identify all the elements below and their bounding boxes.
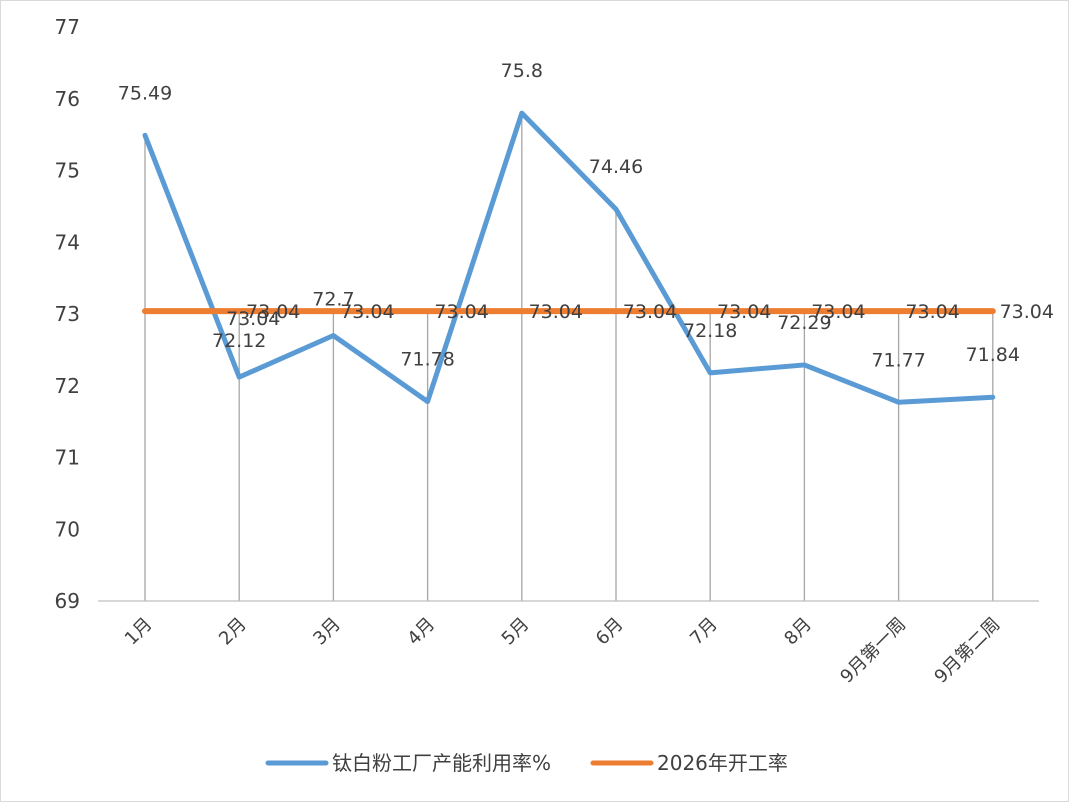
y-tick-label: 76	[55, 87, 80, 111]
series-lines	[142, 110, 996, 405]
data-label: 74.46	[589, 156, 643, 178]
y-tick-label: 71	[55, 446, 80, 470]
data-label: 71.84	[966, 344, 1020, 366]
y-axis-ticks: 69 70 71 72 73 74 75 76 77	[55, 15, 80, 613]
series-line	[142, 110, 996, 405]
legend-label: 钛白粉工厂产能利用率%	[332, 751, 551, 775]
legend-label: 2026年开工率	[657, 751, 788, 775]
data-label: 75.49	[118, 82, 172, 104]
y-tick-label: 77	[55, 15, 80, 39]
data-label: 73.04	[811, 301, 865, 323]
data-label: 73.04	[246, 301, 300, 323]
grid-lines	[144, 113, 994, 601]
data-label: 72.29	[777, 312, 831, 334]
x-tick-label: 2月	[215, 614, 251, 650]
data-label: 73.04	[529, 301, 583, 323]
data-label: 73.04	[623, 301, 677, 323]
x-tick-label: 5月	[498, 614, 534, 650]
legend: 钛白粉工厂产能利用率% 2026年开工率	[265, 751, 788, 775]
x-tick-label: 1月	[121, 614, 157, 650]
x-axis: 1月 2月 3月 4月 5月 6月 7月 8月 9月第一周 9月第二周	[98, 600, 1039, 688]
x-tick-label: 4月	[403, 614, 439, 650]
data-label: 71.77	[871, 349, 925, 371]
data-label: 72.7	[312, 289, 354, 311]
data-label: 73.04	[226, 308, 280, 330]
data-labels: 75.49 72.12 72.7 71.78 75.8 74.46 72.18 72.29 71…	[118, 60, 1054, 371]
data-label: 73.04	[340, 301, 394, 323]
y-tick-label: 74	[55, 230, 80, 254]
y-tick-label: 69	[55, 589, 80, 613]
x-tick-label: 7月	[686, 614, 722, 650]
data-label: 73.04	[717, 301, 771, 323]
y-tick-label: 75	[55, 159, 80, 183]
y-tick-label: 73	[55, 302, 80, 326]
x-tick-label: 9月第一周	[836, 614, 910, 688]
x-tick-label: 9月第二周	[930, 614, 1004, 688]
y-tick-label: 72	[55, 374, 80, 398]
y-tick-label: 70	[55, 517, 80, 541]
data-label: 75.8	[501, 60, 543, 82]
x-tick-label: 6月	[592, 614, 628, 650]
data-label: 71.78	[400, 349, 454, 371]
x-tick-label: 3月	[309, 614, 345, 650]
data-label: 73.04	[434, 301, 488, 323]
data-label: 72.12	[212, 330, 266, 352]
data-label: 73.04	[905, 301, 959, 323]
x-tick-label: 8月	[780, 614, 816, 650]
data-label: 73.04	[1000, 301, 1054, 323]
data-label: 72.18	[683, 320, 737, 342]
